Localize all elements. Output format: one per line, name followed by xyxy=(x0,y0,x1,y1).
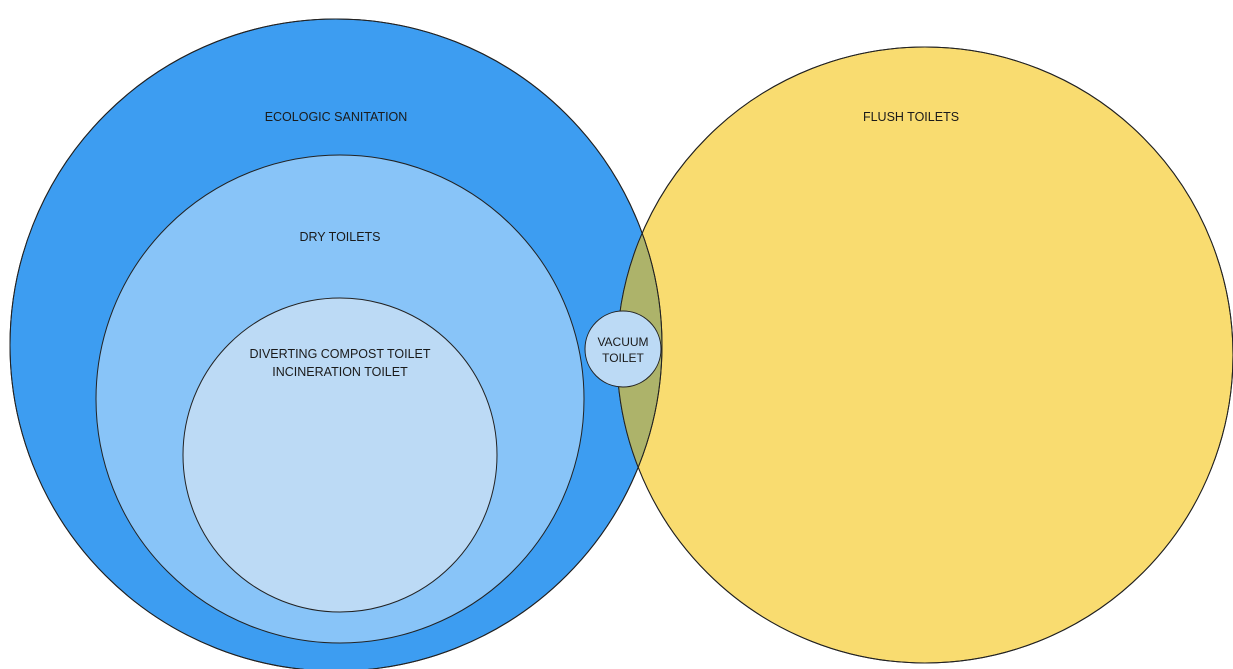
flush-toilets-circle xyxy=(616,46,1233,664)
ecologic-sanitation-outline xyxy=(9,18,663,669)
flush-toilets-label: FLUSH TOILETS xyxy=(863,110,959,124)
composting-incineration-circle xyxy=(182,297,498,613)
vacuum-toilet-circle xyxy=(584,310,662,388)
toilet-label: TOILET xyxy=(602,351,644,365)
diverting-compost-toilet-label: DIVERTING COMPOST TOILET xyxy=(249,347,430,361)
ecologic-sanitation-label: ECOLOGIC SANITATION xyxy=(265,110,408,124)
incineration-toilet-label: INCINERATION TOILET xyxy=(272,365,408,379)
vacuum-label: VACUUM xyxy=(597,335,648,349)
dry-toilets-label: DRY TOILETS xyxy=(299,230,380,244)
